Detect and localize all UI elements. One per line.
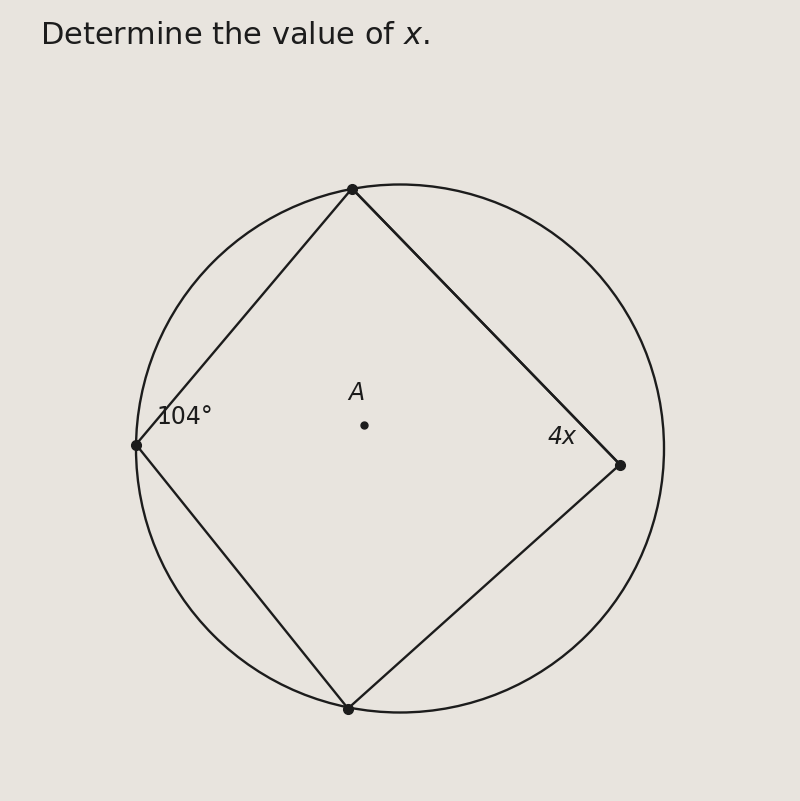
Text: 104°: 104° [156, 405, 213, 429]
Text: 4x: 4x [548, 425, 577, 449]
Text: Determine the value of $x$.: Determine the value of $x$. [40, 21, 430, 50]
Text: A: A [348, 380, 364, 405]
